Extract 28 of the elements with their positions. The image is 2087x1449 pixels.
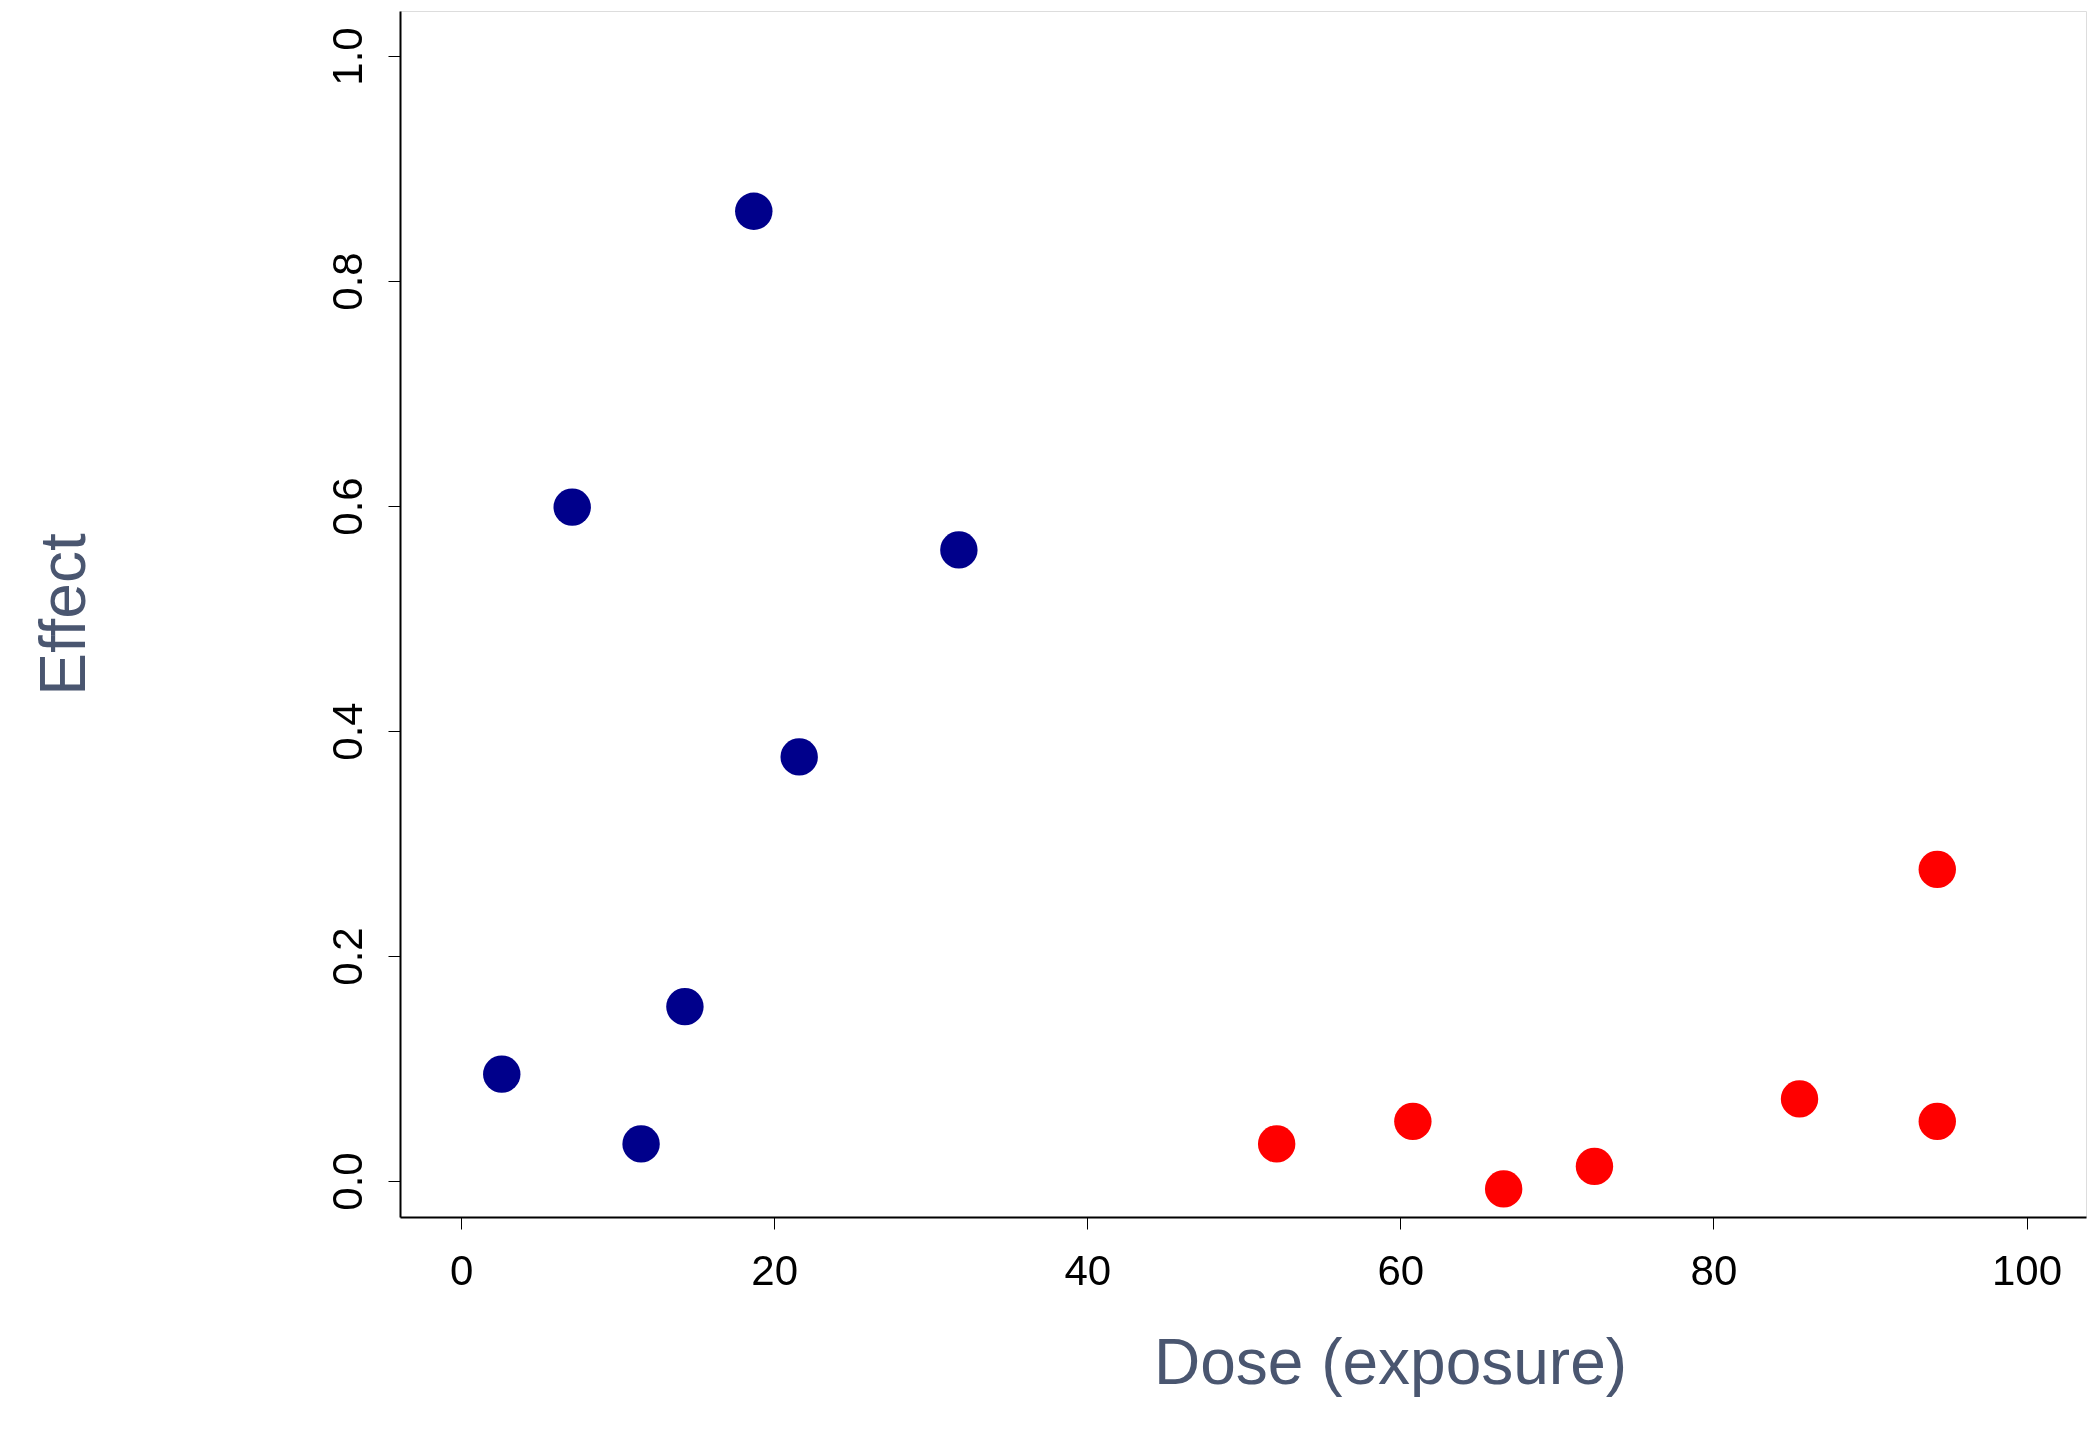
point xyxy=(622,1125,660,1163)
point xyxy=(483,1055,521,1093)
point xyxy=(1484,1170,1523,1208)
x-tick-label: 100 xyxy=(1991,1246,2063,1294)
point xyxy=(1575,1147,1614,1186)
point xyxy=(1780,1080,1819,1118)
y-axis-title: Effect xyxy=(26,533,99,696)
point xyxy=(1918,850,1956,889)
point xyxy=(666,987,704,1026)
y-tick-label: 0.4 xyxy=(323,702,371,761)
x-tick-label: 40 xyxy=(1064,1246,1112,1294)
point xyxy=(940,531,978,569)
point xyxy=(553,488,591,526)
point xyxy=(1257,1125,1296,1163)
y-tick-label: 0.0 xyxy=(323,1152,371,1211)
y-tick-label: 1.0 xyxy=(323,27,371,86)
point xyxy=(735,192,773,230)
x-tick-label: 80 xyxy=(1690,1246,1738,1294)
x-tick-label: 20 xyxy=(751,1246,798,1294)
y-tick-label: 0.6 xyxy=(323,477,371,536)
x-axis-title: Dose (exposure) xyxy=(1153,1325,1628,1398)
x-tick-label: 60 xyxy=(1377,1246,1425,1294)
point xyxy=(1394,1102,1432,1141)
y-tick-label: 0.2 xyxy=(323,927,371,986)
y-tick-label: 0.8 xyxy=(323,252,371,311)
point xyxy=(1918,1102,1956,1141)
point xyxy=(780,738,818,776)
x-tick-label: 0 xyxy=(449,1246,474,1294)
